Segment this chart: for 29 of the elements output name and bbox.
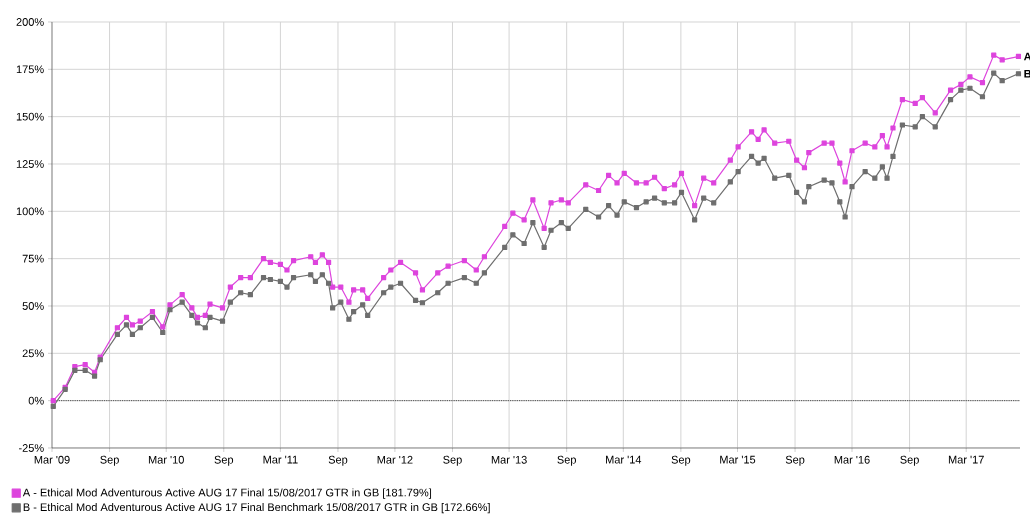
y-tick-label: 100% <box>16 207 44 216</box>
y-tick-label: 50% <box>22 302 44 310</box>
x-tick-label: Mar '16 <box>834 455 870 464</box>
x-tick-label: Sep <box>557 455 576 466</box>
x-tick-label: Mar '17 <box>948 455 984 464</box>
y-tick-label: 0% <box>28 396 44 405</box>
legend-label: B - Ethical Mod Adventurous Active AUG 17 Final Benchmark 15/08/2017 GTR in GB [172.66%] <box>23 502 490 514</box>
x-tick-label: Sep <box>328 455 348 466</box>
x-tick-label: Sep <box>443 455 462 466</box>
y-tick-label: 25% <box>22 349 44 358</box>
x-tick-label: Sep <box>100 455 119 466</box>
y-tick-label: 200% <box>16 18 44 26</box>
y-tick-label: 150% <box>16 112 44 121</box>
y-tick-label: 125% <box>16 160 44 168</box>
x-tick-label: Sep <box>900 455 919 466</box>
x-tick-label: Mar '09 <box>34 455 70 464</box>
x-tick-label: Sep <box>214 455 234 466</box>
x-tick-label: Sep <box>671 455 691 466</box>
y-tick-label: -25% <box>18 444 44 452</box>
x-tick-label: Mar '12 <box>377 455 413 464</box>
x-tick-label: Sep <box>785 455 805 466</box>
x-tick-label: Mar '15 <box>720 455 756 464</box>
legend-label: A - Ethical Mod Adventurous Active AUG 17 Final 15/08/2017 GTR in GB [181.79%] <box>22 488 432 499</box>
x-tick-label: Mar '14 <box>606 455 642 464</box>
y-tick-label: 175% <box>16 65 44 74</box>
x-tick-label: Mar '13 <box>491 455 527 464</box>
x-tick-label: Mar '10 <box>148 455 184 464</box>
x-tick-label: Mar '11 <box>263 455 298 464</box>
y-tick-label: 75% <box>22 254 44 263</box>
